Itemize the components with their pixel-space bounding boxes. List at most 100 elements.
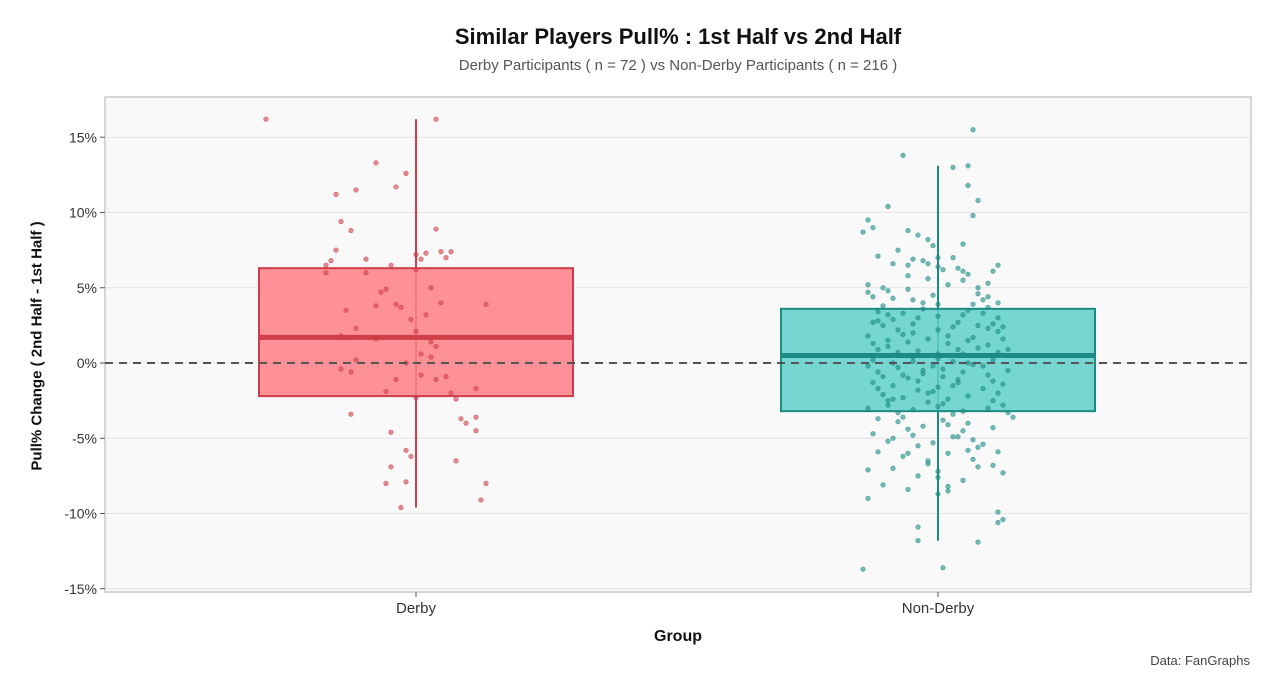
data-point	[985, 405, 991, 411]
data-point	[865, 333, 871, 339]
data-point	[930, 292, 936, 298]
data-point	[980, 441, 986, 447]
data-point	[940, 417, 946, 423]
data-point	[373, 303, 379, 309]
data-point	[388, 464, 394, 470]
data-point	[348, 369, 354, 375]
data-point	[403, 479, 409, 485]
data-point	[985, 280, 991, 286]
data-point	[885, 288, 891, 294]
data-point	[920, 423, 926, 429]
data-point	[990, 462, 996, 468]
data-point	[860, 229, 866, 235]
data-point	[905, 286, 911, 292]
data-point	[478, 497, 484, 503]
data-point	[870, 319, 876, 325]
data-point	[910, 256, 916, 262]
data-point	[975, 197, 981, 204]
y-axis-ticks: 15% 10% 5% 0% -5% -10% -15%	[64, 129, 105, 597]
data-point	[915, 387, 921, 393]
data-point	[985, 294, 991, 300]
data-point	[383, 480, 389, 487]
data-point	[935, 264, 941, 270]
data-point	[885, 343, 891, 350]
data-point	[890, 382, 896, 389]
data-point	[955, 319, 961, 325]
data-point	[950, 382, 956, 389]
data-point	[935, 491, 941, 497]
data-point	[473, 414, 479, 420]
y-tick-label: 15%	[69, 129, 97, 145]
data-point	[915, 348, 921, 354]
x-tick-label: Non-Derby	[902, 600, 975, 617]
data-point	[995, 328, 1001, 334]
data-point	[965, 307, 971, 313]
data-point	[900, 152, 906, 158]
data-point	[915, 524, 921, 530]
data-point	[880, 392, 886, 398]
data-point	[975, 444, 981, 450]
data-point	[865, 217, 871, 223]
data-point	[1005, 346, 1011, 353]
y-tick-label: 10%	[69, 205, 97, 221]
data-point	[935, 355, 941, 362]
data-point	[910, 407, 916, 413]
data-point	[353, 187, 359, 193]
data-point	[920, 370, 926, 377]
data-point	[905, 227, 911, 234]
data-point	[945, 340, 951, 347]
data-point	[980, 363, 986, 369]
data-point	[990, 378, 996, 384]
data-point	[885, 402, 891, 408]
data-point	[920, 300, 926, 306]
data-point	[965, 420, 971, 426]
data-point	[423, 250, 429, 256]
data-point	[970, 301, 976, 307]
data-point	[910, 297, 916, 303]
data-point	[473, 428, 479, 434]
data-point	[955, 434, 961, 440]
data-point	[398, 304, 404, 310]
data-point	[970, 127, 976, 133]
data-point	[865, 467, 871, 473]
data-point	[438, 249, 444, 255]
data-point	[353, 325, 359, 331]
x-axis-label: Group	[654, 628, 702, 645]
data-point	[975, 345, 981, 351]
data-point	[930, 243, 936, 249]
data-point	[925, 461, 931, 467]
data-point	[865, 405, 871, 411]
box-group-derby	[258, 116, 574, 511]
data-point	[900, 372, 906, 378]
data-point	[1000, 324, 1006, 330]
data-point	[945, 333, 951, 339]
data-point	[905, 426, 911, 432]
data-point	[910, 330, 916, 336]
data-point	[413, 252, 419, 258]
data-point	[945, 488, 951, 494]
data-point	[453, 458, 459, 464]
data-point	[865, 282, 871, 288]
data-point	[428, 339, 434, 345]
data-point	[955, 265, 961, 271]
data-point	[328, 258, 334, 264]
data-point	[955, 346, 961, 353]
data-point	[323, 270, 329, 276]
data-point	[900, 331, 906, 338]
data-point	[905, 262, 911, 268]
data-point	[990, 268, 996, 274]
data-point	[915, 537, 921, 544]
data-point	[945, 450, 951, 456]
data-point	[870, 340, 876, 347]
data-point	[885, 398, 891, 404]
data-point	[995, 449, 1001, 455]
data-point	[403, 447, 409, 453]
data-point	[880, 322, 886, 328]
data-point	[413, 267, 419, 273]
data-point	[1010, 414, 1016, 420]
data-point	[875, 309, 881, 315]
data-point	[875, 416, 881, 422]
data-point	[995, 519, 1001, 526]
data-point	[885, 203, 891, 210]
data-point	[333, 191, 339, 198]
